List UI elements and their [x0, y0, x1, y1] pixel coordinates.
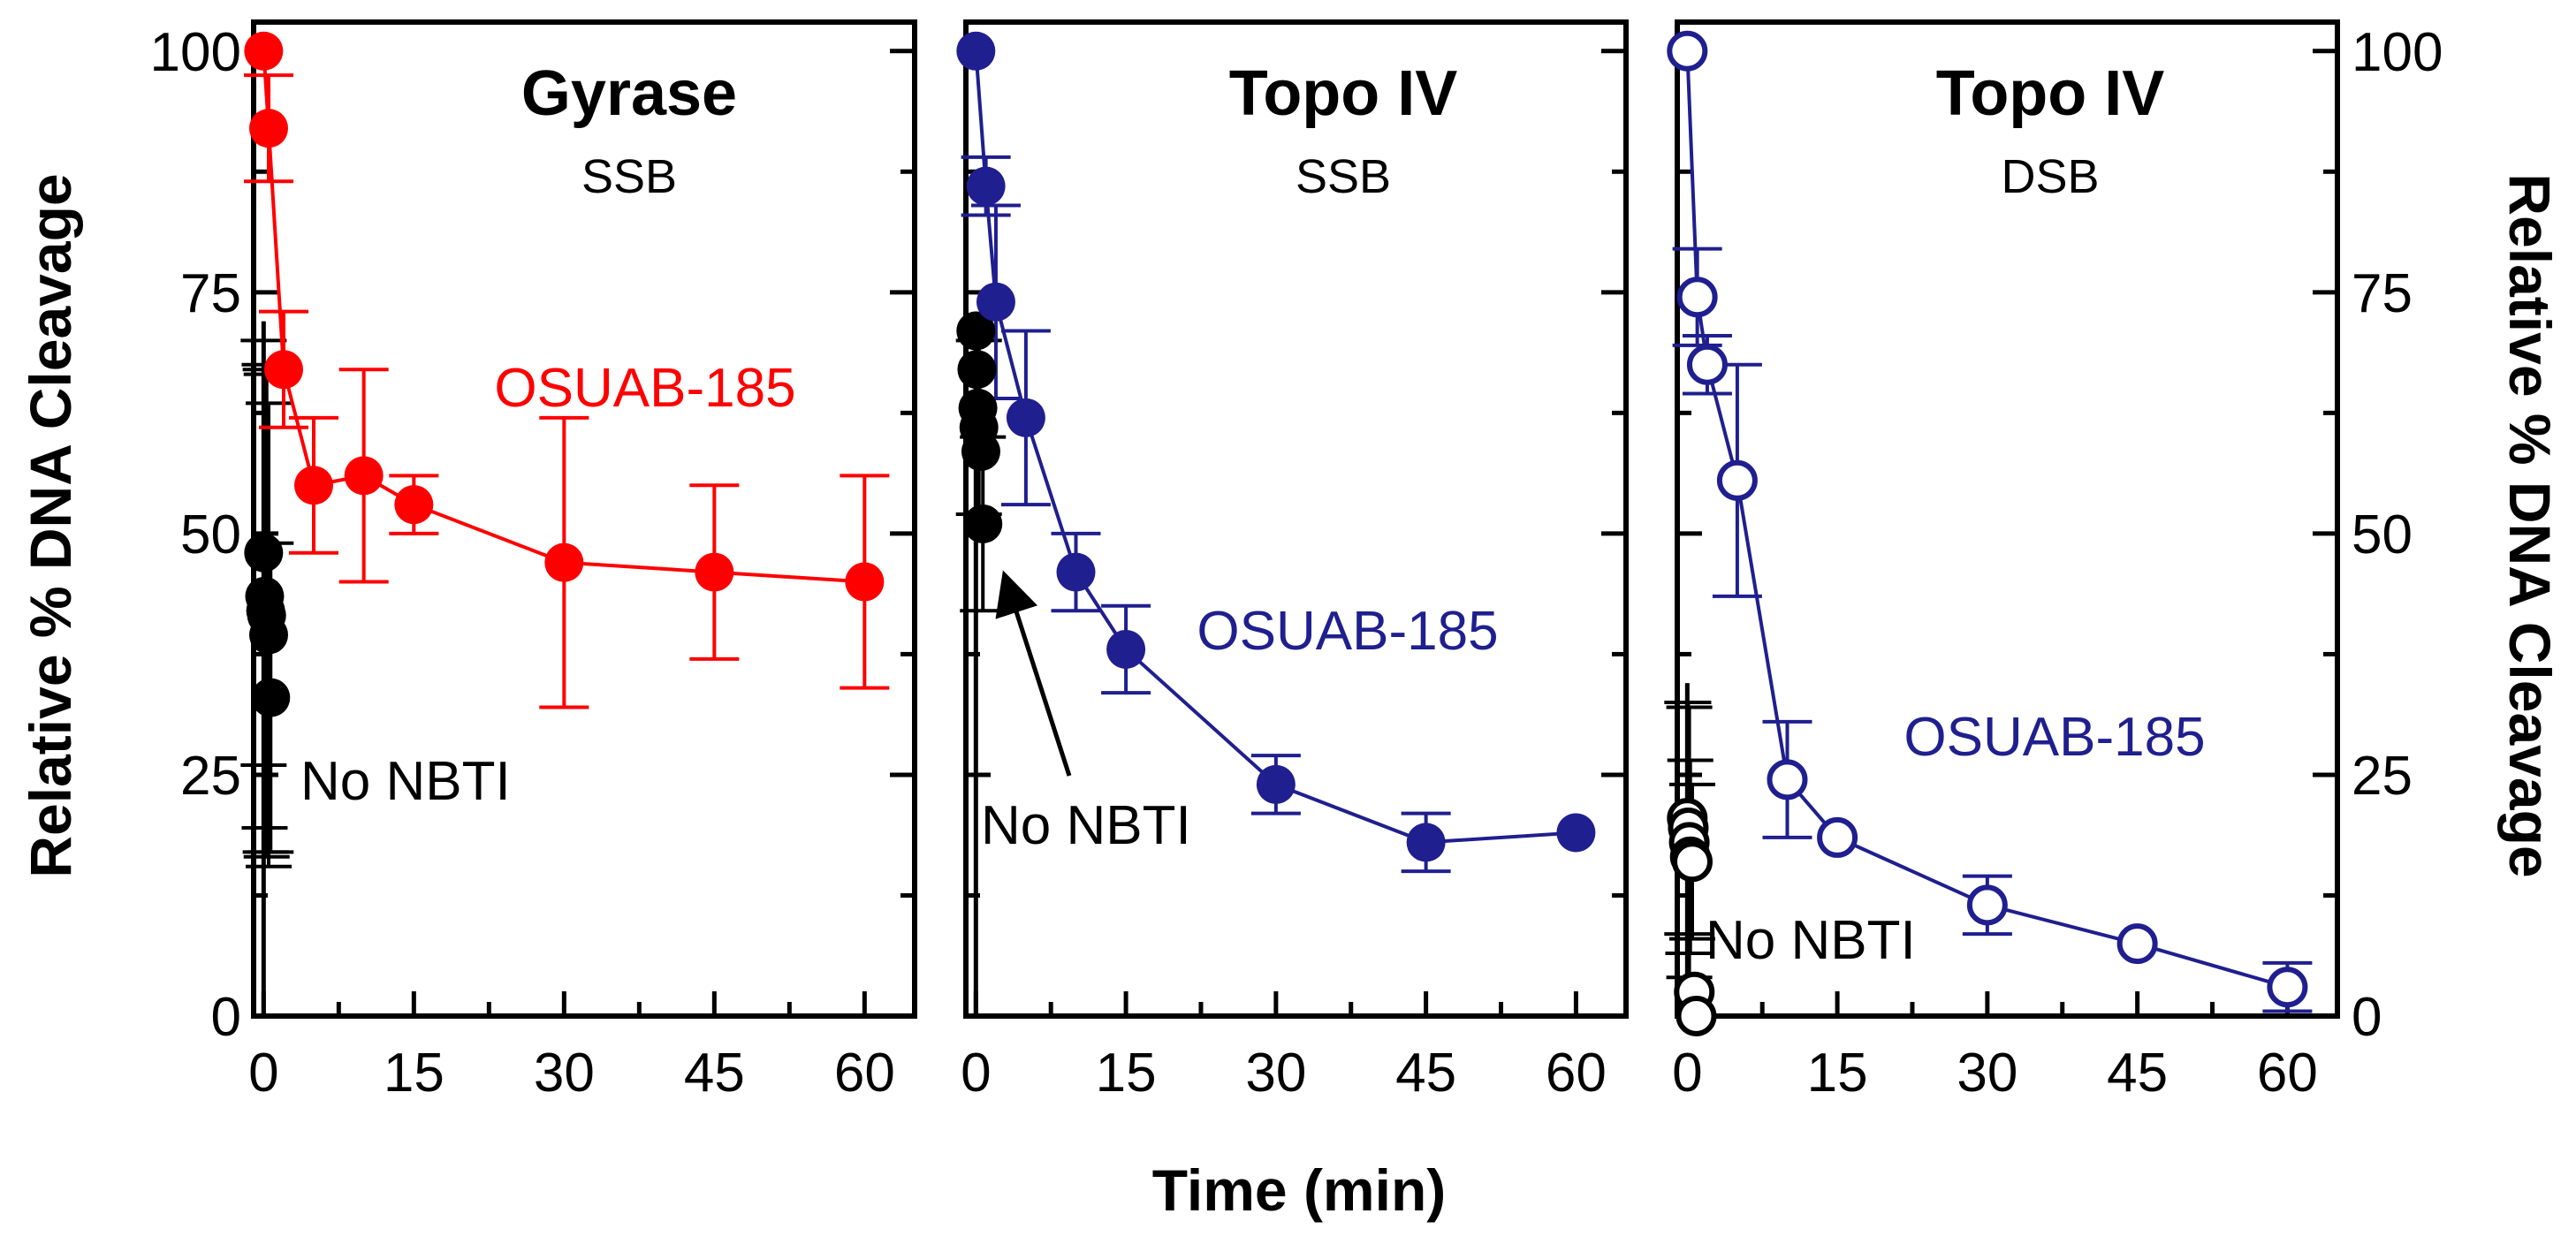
panel-topo-iv-ssb: 0 15 30 45 60 Topo IV SSB OSUAB-185 No NBTI [955, 19, 1629, 1104]
series-point [1006, 398, 1045, 437]
series-point [344, 456, 384, 496]
control-point [963, 504, 1003, 543]
control-point [961, 432, 1000, 472]
series-line [974, 50, 1577, 845]
y-tick-label-right: 100 [2352, 22, 2443, 83]
series-point [1966, 884, 2008, 926]
control-label: No NBTI [1706, 910, 1916, 971]
series-point [394, 485, 434, 525]
panel-subtitle: SSB [1296, 150, 1391, 203]
panel-subtitle: DSB [2001, 150, 2099, 203]
series-point [1686, 344, 1728, 385]
series-point [1676, 277, 1718, 318]
x-tick-label: 45 [1395, 1043, 1456, 1104]
series-point [1406, 823, 1446, 862]
y-tick-label-left: 100 [150, 22, 241, 83]
series-point [966, 166, 1006, 206]
series-point [1667, 30, 1708, 72]
control-arrow [995, 570, 1072, 777]
x-tick-label: 15 [384, 1043, 445, 1104]
series-point [1256, 764, 1296, 804]
plot-frame [1675, 19, 2340, 1019]
y-tick-label-left: 0 [211, 987, 241, 1048]
control-point [957, 350, 997, 390]
series-point [956, 31, 996, 71]
x-tick-label: 30 [1957, 1043, 2017, 1104]
x-tick-label: 45 [2107, 1043, 2168, 1104]
control-label: No NBTI [300, 751, 511, 812]
x-tick-label: 15 [1096, 1043, 1157, 1104]
control-point [244, 533, 284, 573]
series-point [1106, 629, 1146, 669]
series-point [294, 466, 333, 505]
series-line [1685, 50, 2288, 990]
x-tick-label: 30 [534, 1043, 595, 1104]
series-point [1056, 552, 1096, 592]
series-point [1716, 459, 1758, 501]
control-point [956, 311, 996, 351]
x-tick-label: 60 [2257, 1043, 2318, 1104]
series-label: OSUAB-185 [1197, 601, 1498, 662]
series-point [249, 109, 288, 148]
y-axis-title-right: Relative % DNA Cleavage [2497, 173, 2563, 877]
y-axis-title-left: Relative % DNA Cleavage [18, 173, 83, 877]
y-tick-label-right: 25 [2352, 746, 2413, 807]
control-point [1676, 996, 1717, 1036]
y-tick-label-right: 75 [2352, 263, 2413, 324]
series-label: OSUAB-185 [1904, 707, 2205, 768]
x-tick-label: 0 [961, 1043, 991, 1104]
x-axis-title: Time (min) [1152, 1157, 1446, 1223]
series-point [845, 562, 885, 602]
x-tick-label: 15 [1807, 1043, 1868, 1104]
series-point [2116, 923, 2158, 965]
series-point [976, 282, 1015, 322]
panel-subtitle: SSB [581, 150, 677, 203]
plot-frame [251, 19, 917, 1019]
series-point [695, 552, 734, 592]
x-tick-label: 0 [248, 1043, 278, 1104]
panel-title: Gyrase [521, 58, 737, 129]
x-tick-label: 30 [1245, 1043, 1306, 1104]
x-tick-label: 0 [1672, 1043, 1702, 1104]
series-label: OSUAB-185 [494, 358, 795, 419]
y-tick-label-right: 0 [2352, 987, 2382, 1048]
y-tick-label-left: 50 [180, 504, 241, 565]
y-tick-label-left: 25 [180, 746, 241, 807]
control-point [251, 678, 291, 717]
panel-title: Topo IV [1229, 58, 1458, 129]
control-label: No NBTI [981, 795, 1191, 856]
series-point [244, 31, 284, 71]
control-point [1671, 841, 1713, 883]
series-point [1556, 813, 1596, 853]
series-point [544, 542, 584, 582]
y-tick-label-left: 75 [180, 263, 241, 324]
series-point [1767, 759, 1808, 800]
x-tick-label: 45 [684, 1043, 745, 1104]
series-point [2267, 967, 2308, 1008]
y-tick-label-right: 50 [2352, 504, 2413, 565]
panel-gyrase-ssb: 0 25 50 75 100 0 15 30 45 60 Gyrase SSB OSUAB-185 No … [150, 19, 917, 1104]
control-point [249, 615, 288, 655]
panel-topo-iv-dsb: 0 25 50 75 100 0 15 30 45 60 Topo IV DSB OSUAB-185 No… [1664, 19, 2443, 1104]
series-point [264, 350, 303, 390]
series-point [1817, 816, 1858, 858]
panel-title: Topo IV [1936, 58, 2165, 129]
x-tick-label: 60 [1546, 1043, 1607, 1104]
x-tick-label: 60 [834, 1043, 895, 1104]
